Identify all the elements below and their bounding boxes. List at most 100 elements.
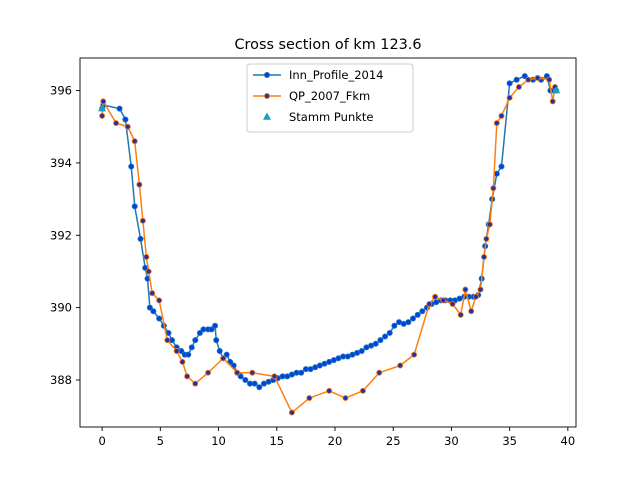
legend-marker — [263, 72, 270, 79]
y-tick-label: 396 — [50, 84, 72, 98]
data-point — [212, 322, 219, 329]
data-point — [386, 329, 393, 336]
data-point — [506, 94, 513, 101]
data-point — [405, 319, 412, 326]
legend-label: Inn_Profile_2014 — [289, 68, 384, 82]
data-point — [100, 98, 107, 105]
data-point — [449, 300, 456, 307]
data-point — [99, 112, 106, 119]
data-point — [493, 170, 500, 177]
series-layer — [98, 73, 561, 416]
data-point — [498, 163, 505, 170]
data-point — [409, 315, 416, 322]
data-point — [419, 308, 426, 315]
x-tick-label: 20 — [328, 434, 343, 448]
data-point — [145, 268, 152, 275]
legend-label: QP_2007_Fkm — [289, 89, 370, 103]
data-point — [249, 369, 256, 376]
x-tick-label: 30 — [444, 434, 459, 448]
chart-title: Cross section of km 123.6 — [235, 37, 422, 53]
x-tick-label: 15 — [269, 434, 284, 448]
y-axis: 388 390 392 394 396 — [50, 84, 80, 387]
data-point — [515, 83, 522, 90]
data-point — [468, 308, 475, 315]
data-point — [184, 373, 191, 380]
x-tick-label: 40 — [561, 434, 576, 448]
data-point — [136, 181, 143, 188]
data-point — [185, 351, 192, 358]
y-tick-label: 390 — [50, 301, 72, 315]
data-point — [472, 293, 479, 300]
data-point — [164, 337, 171, 344]
data-point — [179, 358, 186, 365]
data-point — [288, 409, 295, 416]
data-point — [220, 355, 227, 362]
data-point — [122, 116, 129, 123]
data-point — [188, 344, 195, 351]
data-point — [213, 337, 220, 344]
data-point — [513, 76, 520, 83]
data-point — [124, 123, 131, 130]
legend-label: Stamm Punkte — [289, 110, 373, 124]
data-point — [521, 73, 528, 80]
data-point — [234, 369, 241, 376]
data-point — [131, 138, 138, 145]
data-point — [414, 311, 421, 318]
data-point — [342, 395, 349, 402]
data-point — [128, 163, 135, 170]
data-point — [377, 337, 384, 344]
x-tick-label: 25 — [386, 434, 401, 448]
y-tick-label: 388 — [50, 373, 72, 387]
data-point — [440, 297, 447, 304]
data-point — [223, 351, 230, 358]
x-tick-label: 10 — [211, 434, 226, 448]
data-point — [116, 105, 123, 112]
data-point — [205, 369, 212, 376]
data-point — [534, 74, 541, 81]
data-point — [457, 311, 464, 318]
data-point — [131, 203, 138, 210]
x-tick-label: 35 — [502, 434, 517, 448]
data-point — [242, 376, 249, 383]
data-point — [113, 120, 120, 127]
data-point — [426, 300, 433, 307]
data-point — [192, 337, 199, 344]
data-point — [372, 340, 379, 347]
data-point — [137, 235, 144, 242]
data-point — [525, 76, 532, 83]
data-point — [493, 120, 500, 127]
data-point — [483, 235, 490, 242]
data-point — [477, 286, 484, 293]
legend: Inn_Profile_2014 QP_2007_Fkm Stamm Punkte — [246, 63, 414, 133]
data-point — [397, 362, 404, 369]
legend-box — [246, 63, 414, 133]
data-point — [216, 348, 223, 355]
x-axis: 0 5 10 15 20 25 30 35 40 — [98, 427, 575, 448]
y-tick-label: 394 — [50, 156, 72, 170]
data-point — [498, 112, 505, 119]
data-point — [149, 290, 156, 297]
legend-item: Inn_Profile_2014 — [253, 68, 384, 82]
data-point — [306, 395, 313, 402]
data-point — [192, 380, 199, 387]
data-point — [376, 369, 383, 376]
data-point — [156, 297, 163, 304]
data-point — [298, 369, 305, 376]
data-point — [326, 387, 333, 394]
legend-item: Stamm Punkte — [262, 110, 373, 124]
series-QP_2007_Fkm — [99, 74, 559, 416]
data-point — [552, 86, 561, 94]
data-point — [237, 373, 244, 380]
data-point — [546, 76, 553, 83]
data-point — [156, 315, 163, 322]
data-point — [486, 221, 493, 228]
data-point — [359, 387, 366, 394]
data-point — [358, 348, 365, 355]
data-point — [432, 293, 439, 300]
legend-marker — [262, 112, 272, 120]
data-point — [382, 333, 389, 340]
data-point — [391, 322, 398, 329]
data-point — [146, 304, 153, 311]
x-tick-label: 5 — [157, 434, 164, 448]
